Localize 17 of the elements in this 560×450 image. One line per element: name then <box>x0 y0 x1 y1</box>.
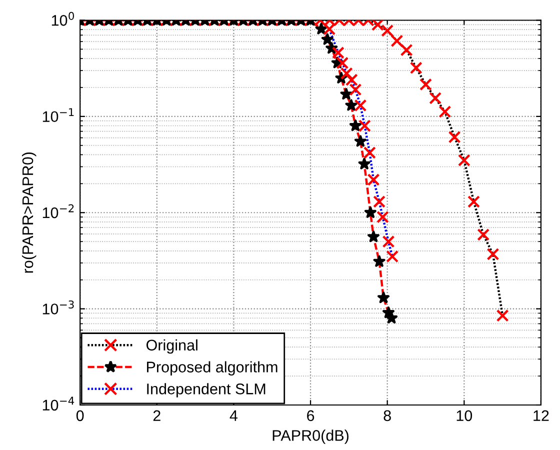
x-tick-label: 4 <box>230 410 238 421</box>
y-tick-label: 10$^{0}$ <box>52 12 74 26</box>
y-tick-label: 10$^{−1}$ <box>42 108 74 122</box>
legend-label: Original <box>146 339 198 354</box>
legend-label: Independent SLM <box>147 383 266 398</box>
x-tick-label: 12 <box>534 410 549 421</box>
x-axis-title: PAPR0(dB) <box>272 430 348 444</box>
legend-label: Proposed algorithm <box>147 361 278 376</box>
y-tick-label: 10$^{−4}$ <box>42 396 74 411</box>
x-tick-label: 6 <box>307 410 314 422</box>
x-tick-label: 2 <box>153 410 160 421</box>
y-tick-label: 10$^{−3}$ <box>42 300 74 314</box>
x-tick-label: 10 <box>456 410 472 422</box>
x-tick-label: 0 <box>76 410 84 422</box>
x-tick-label: 8 <box>384 410 391 422</box>
y-axis-title: ro(PAPR>PAPR0) <box>22 152 36 273</box>
y-tick-label: 10$^{−2}$ <box>42 204 74 218</box>
